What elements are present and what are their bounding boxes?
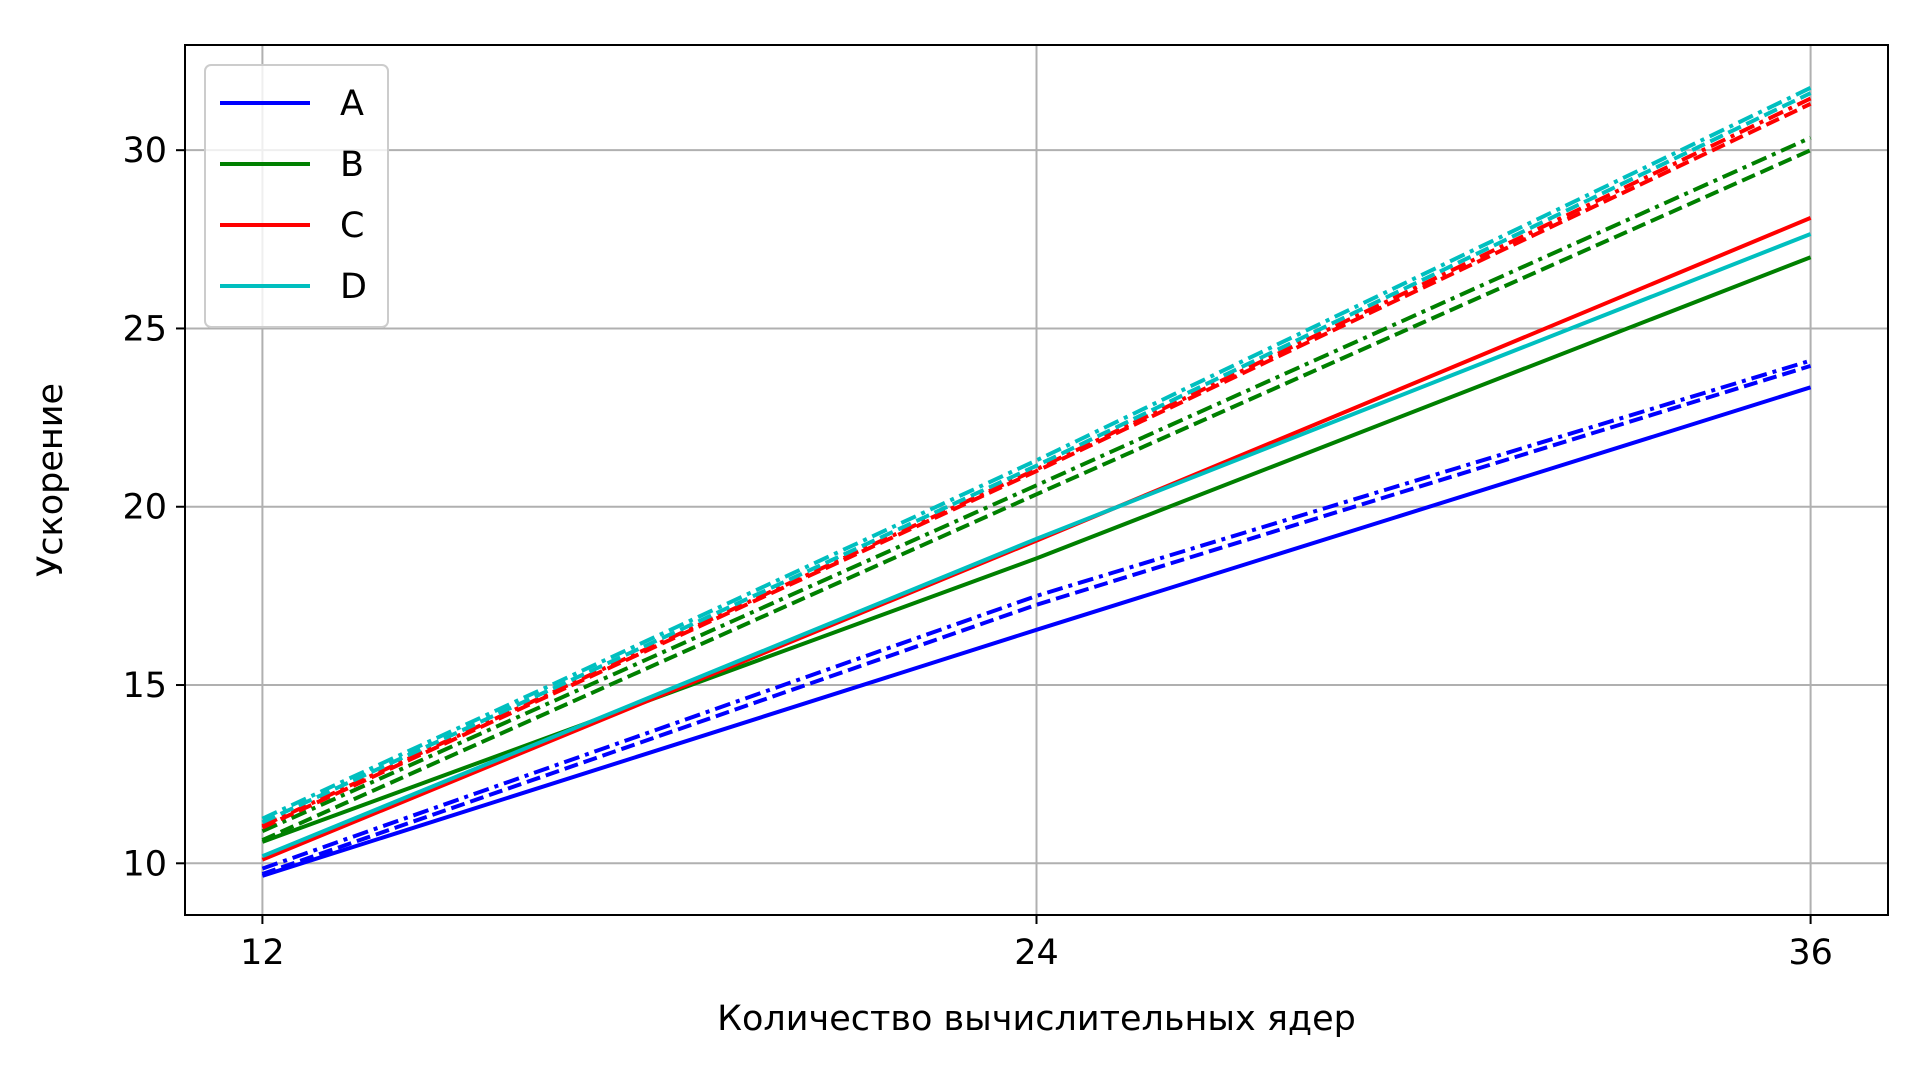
legend-label: A [340,84,364,124]
series-line-10 [261,232,1812,859]
y-tick-label: 25 [122,309,167,349]
series-line-6 [261,135,1812,834]
series-line-2 [261,363,1812,876]
x-tick-label: 24 [1014,933,1059,973]
x-tick-label: 12 [240,933,285,973]
legend-box [204,64,389,328]
x-tick-label: 36 [1788,933,1833,973]
x-axis-label: Количество вычислительных ядер [717,999,1356,1039]
series-line-1 [261,385,1812,878]
series-lines [261,85,1812,878]
y-tick-label: 10 [122,844,167,884]
y-axis-label: Ускорение [31,383,71,577]
y-tick-label: 30 [122,131,167,171]
legend-label: D [340,267,367,307]
legend-label: C [340,206,364,246]
series-line-11 [261,91,1812,825]
axis-ticks: 12 24 36 10 15 20 25 30 [122,131,1832,973]
series-line-5 [261,148,1812,842]
y-tick-label: 15 [122,666,167,706]
series-line-4 [261,255,1812,844]
y-tick-label: 20 [122,488,167,528]
legend-label: B [340,145,364,185]
series-line-8 [261,101,1812,830]
grid-lines [185,45,1888,915]
